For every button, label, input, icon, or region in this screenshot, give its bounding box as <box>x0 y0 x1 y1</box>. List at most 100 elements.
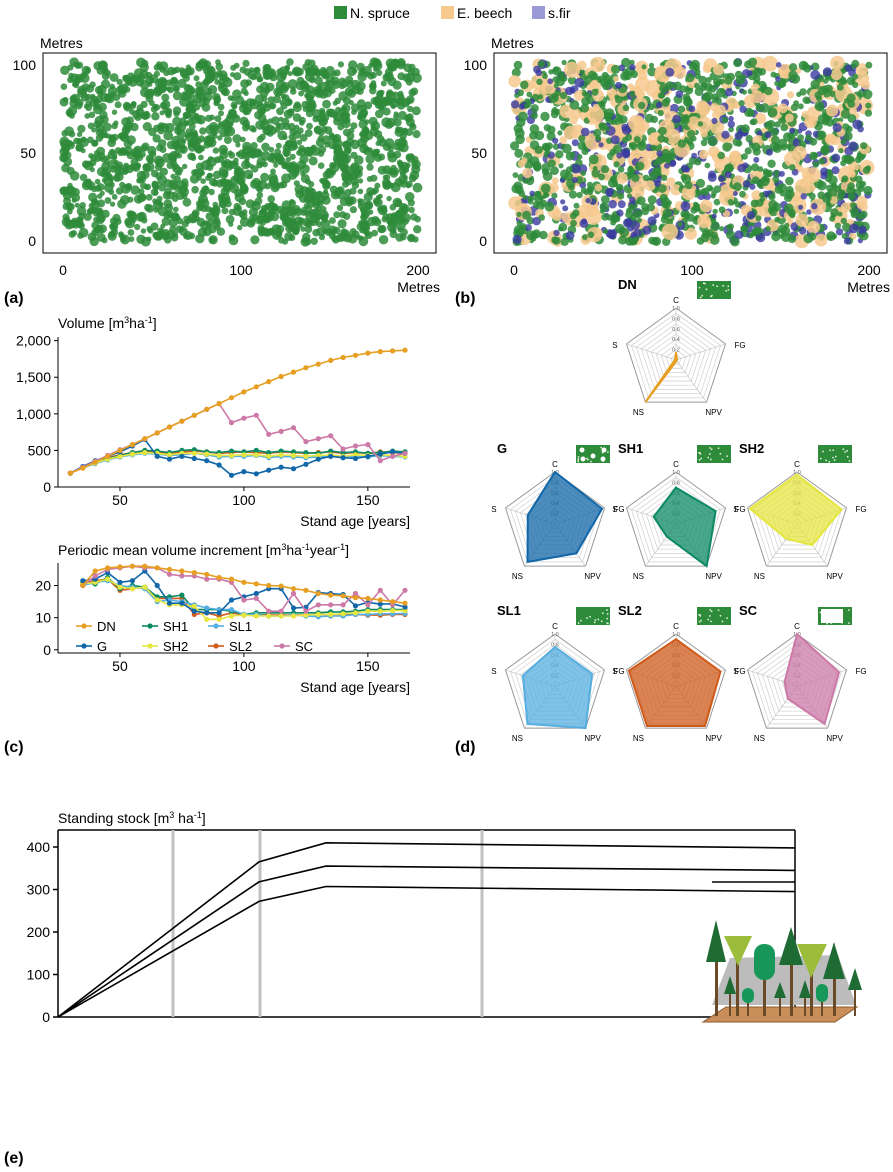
tree-point-spruce <box>224 200 232 208</box>
tree-point-spruce <box>305 90 316 100</box>
stand-map-gap <box>698 286 701 289</box>
y-tick-label: 0 <box>43 479 51 495</box>
volume-point-SH2 <box>303 453 309 459</box>
tree-point-spruce <box>196 204 203 212</box>
tree-point-spruce <box>288 108 294 114</box>
tree-point-spruce <box>561 59 567 66</box>
tree-point-spruce <box>748 233 754 239</box>
tree-point-spruce <box>183 231 193 240</box>
tree-point-spruce <box>284 64 291 71</box>
tree-point-fir <box>565 231 575 240</box>
tree-point-spruce <box>212 147 219 154</box>
tree-point-spruce <box>61 130 69 137</box>
tree-point-spruce <box>610 119 617 126</box>
tree-point-fir <box>656 150 663 157</box>
tree-point-fir <box>580 127 590 137</box>
stand-map-gap <box>601 620 603 622</box>
tree-point-beech <box>751 190 762 201</box>
tree-point-spruce <box>94 178 101 185</box>
tree-point-spruce <box>144 203 152 212</box>
stand-map-gap <box>725 290 727 292</box>
x-tick-label: 50 <box>112 658 128 674</box>
tree-point-spruce <box>275 88 283 96</box>
panel-label-b: (b) <box>455 290 475 307</box>
tree-point-spruce <box>613 161 620 168</box>
stand-map-gap <box>600 456 606 462</box>
stand-map-gap <box>716 285 718 287</box>
tree-point-spruce <box>85 104 92 112</box>
tree-point-spruce <box>618 235 628 245</box>
tree-point-spruce <box>588 154 599 165</box>
tree-point-spruce <box>728 126 734 133</box>
tree-point-spruce <box>128 236 135 243</box>
panel-b: Metres Metres 0 50 100 0 100 200 (b) <box>455 35 890 307</box>
tree-point-fir <box>849 223 859 234</box>
stand-map-gap <box>709 447 711 449</box>
tree-point-spruce <box>357 178 364 184</box>
tree-point-spruce <box>337 219 347 229</box>
tree-point-spruce <box>405 162 411 169</box>
volume-point-DN <box>67 470 73 476</box>
tree-point-spruce <box>256 161 264 169</box>
volume-point-SH2 <box>191 450 197 456</box>
volume-point-G <box>340 455 346 461</box>
tree-point-spruce <box>144 183 152 191</box>
tree-point-beech <box>559 104 574 119</box>
tree-point-spruce <box>826 184 834 192</box>
tree-point-spruce <box>68 130 76 138</box>
stand-map-gap <box>699 615 702 617</box>
stand-map-gap <box>705 288 708 291</box>
tree-point-spruce <box>172 206 179 213</box>
tree-point-spruce <box>626 207 632 214</box>
increment-point-SC <box>241 597 247 603</box>
tree-point-spruce <box>109 83 115 90</box>
tree-point-spruce <box>552 66 562 76</box>
tree-point-spruce <box>145 162 155 172</box>
tree-point-spruce <box>116 78 123 85</box>
tree-point-spruce <box>368 82 377 90</box>
tree-point-spruce <box>213 156 221 164</box>
tree-point-spruce <box>150 188 159 196</box>
tree-point-spruce <box>313 125 323 135</box>
increment-point-G <box>179 600 185 606</box>
tree-point-spruce <box>366 176 373 182</box>
tree-point-spruce <box>593 128 602 137</box>
tree-point-beech <box>795 213 809 227</box>
tree-point-spruce <box>517 225 526 234</box>
stand-map-gap <box>606 613 609 615</box>
tree-point-spruce <box>261 142 270 152</box>
tree-point-spruce <box>114 171 124 182</box>
tree-point-spruce <box>97 210 103 216</box>
forest-illustration <box>701 920 862 1023</box>
tree-point-spruce <box>227 150 233 156</box>
increment-point-SC <box>340 602 346 608</box>
tree-point-spruce <box>321 213 329 220</box>
volume-point-G <box>179 453 185 459</box>
tree-point-spruce <box>560 143 566 149</box>
tree-point-spruce <box>357 99 366 108</box>
radar-G: 0.20.40.60.81.0CFGNPVNSSG <box>491 441 624 581</box>
radar-axis-label: NS <box>512 734 523 743</box>
tree-point-spruce <box>394 127 404 137</box>
tree-point-spruce <box>859 210 868 219</box>
tree-point-spruce <box>232 113 238 119</box>
tree-point-beech <box>593 61 601 68</box>
tree-point-spruce <box>287 71 293 77</box>
increment-point-SC <box>204 576 210 582</box>
tree-point-spruce <box>267 156 274 163</box>
radar-axis-label: FG <box>855 667 866 676</box>
volume-point-SC <box>290 425 297 431</box>
tree-point-spruce <box>852 73 859 80</box>
tree-point-fir <box>728 115 734 122</box>
tree-point-spruce <box>788 70 798 80</box>
tree-point-fir <box>835 228 844 236</box>
tree-point-spruce <box>110 201 116 207</box>
tree-point-spruce <box>131 74 137 80</box>
tree-point-spruce <box>661 148 670 158</box>
tree-point-spruce <box>73 82 79 89</box>
volume-point-DN <box>290 369 297 375</box>
tree-point-spruce <box>733 58 742 68</box>
tree-point-spruce <box>583 189 589 195</box>
tree-point-spruce <box>750 199 759 208</box>
tree-point-spruce <box>155 172 163 180</box>
